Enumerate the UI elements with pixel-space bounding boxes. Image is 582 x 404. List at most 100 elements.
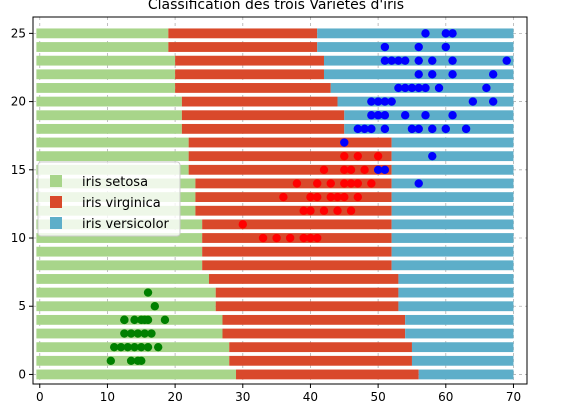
bar-iris-versicolor [411,342,514,353]
point-versicolor-points [488,97,498,106]
bar-iris-versicolor [391,246,514,257]
point-virginica-points [373,151,383,161]
point-versicolor-points [353,124,363,134]
point-virginica-points [306,206,315,215]
bar-iris-virginica [168,28,318,39]
point-setosa-points [133,329,143,338]
point-versicolor-points [441,124,450,134]
bar-iris-virginica [202,260,392,271]
points [106,29,511,366]
point-virginica-points [299,206,308,215]
point-versicolor-points [502,56,511,65]
bar-iris-versicolor [398,301,514,312]
bar-iris-virginica [215,301,399,312]
point-virginica-points [258,233,268,243]
bar-iris-versicolor [398,274,514,284]
point-versicolor-points [488,70,498,79]
point-virginica-points [340,192,349,202]
bar-iris-setosa [36,287,216,298]
x-tick-label: 30 [235,390,250,404]
point-virginica-points [346,165,356,175]
bar-iris-virginica [236,369,419,380]
point-versicolor-points [367,97,376,106]
bar-iris-setosa [36,96,182,107]
bar-iris-versicolor [391,192,514,203]
point-versicolor-points [428,124,437,134]
bar-iris-versicolor [391,164,514,175]
bar-iris-versicolor [418,369,514,380]
point-versicolor-points [400,83,410,93]
bar-iris-virginica [181,110,345,121]
point-versicolor-points [380,56,390,65]
point-virginica-points [333,206,342,215]
bar-iris-virginica [175,69,324,80]
point-virginica-points [340,151,349,161]
x-tick-label: 60 [438,390,453,404]
legend: iris setosa iris virginica iris versicol… [37,161,181,237]
point-setosa-points [153,342,163,352]
point-versicolor-points [421,83,430,93]
point-versicolor-points [373,165,383,175]
bar-iris-versicolor [391,260,514,271]
point-virginica-points [279,192,288,202]
bar-iris-virginica [202,219,392,230]
point-virginica-points [346,206,356,215]
point-virginica-points [326,179,335,188]
point-virginica-points [353,192,363,202]
point-setosa-points [126,356,136,366]
point-virginica-points [313,192,322,202]
point-virginica-points [340,179,349,188]
point-setosa-points [120,329,129,338]
bar-iris-setosa [36,110,182,121]
point-virginica-points [272,233,281,243]
point-virginica-points [313,233,322,243]
point-versicolor-points [414,70,423,79]
point-versicolor-points [387,56,396,65]
point-versicolor-points [367,124,376,134]
y-tick-label: 20 [11,95,26,109]
bar-iris-versicolor [405,328,514,339]
chart-title: Classification des trois Variétés d'iris [148,0,404,13]
x-tick-label: 50 [370,390,385,404]
bar-iris-setosa [36,260,203,271]
bar-iris-setosa [36,123,182,134]
bar-iris-versicolor [391,233,514,243]
bar-iris-virginica [188,151,392,162]
point-versicolor-points [400,111,410,120]
point-setosa-points [126,329,136,338]
bar-iris-versicolor [411,355,514,366]
point-virginica-points [285,233,295,243]
bar-iris-versicolor [337,96,514,107]
bar-iris-setosa [36,69,176,80]
point-versicolor-points [380,165,390,175]
bar-iris-setosa [36,301,216,312]
bar-iris-setosa [36,151,189,162]
bar-iris-setosa [36,274,209,284]
point-versicolor-points [360,124,369,134]
legend-swatch-virginica [50,196,62,208]
point-versicolor-points [441,29,450,38]
bar-iris-virginica [229,355,412,366]
point-versicolor-points [441,42,450,52]
y-tick-label: 10 [11,231,26,245]
axes-frame [32,16,528,385]
point-virginica-points [333,192,342,202]
bar-iris-setosa [36,369,237,380]
point-versicolor-points [448,111,457,120]
point-versicolor-points [373,97,383,106]
point-setosa-points [130,342,139,352]
point-setosa-points [110,342,119,352]
point-versicolor-points [380,111,390,120]
point-versicolor-points [448,29,457,38]
ticks: 0 10 20 30 40 50 60 70 0 5 10 15 20 25 [11,26,521,404]
bar-iris-virginica [188,164,392,175]
point-virginica-points [340,165,349,175]
bar-iris-virginica [175,55,324,66]
bar-iris-virginica [208,274,399,284]
y-tick-label: 25 [11,26,26,40]
x-tick-label: 10 [100,390,115,404]
point-versicolor-points [428,151,437,161]
bar-iris-setosa [36,233,203,243]
bar-iris-versicolor [391,205,514,216]
point-versicolor-points [340,138,349,147]
